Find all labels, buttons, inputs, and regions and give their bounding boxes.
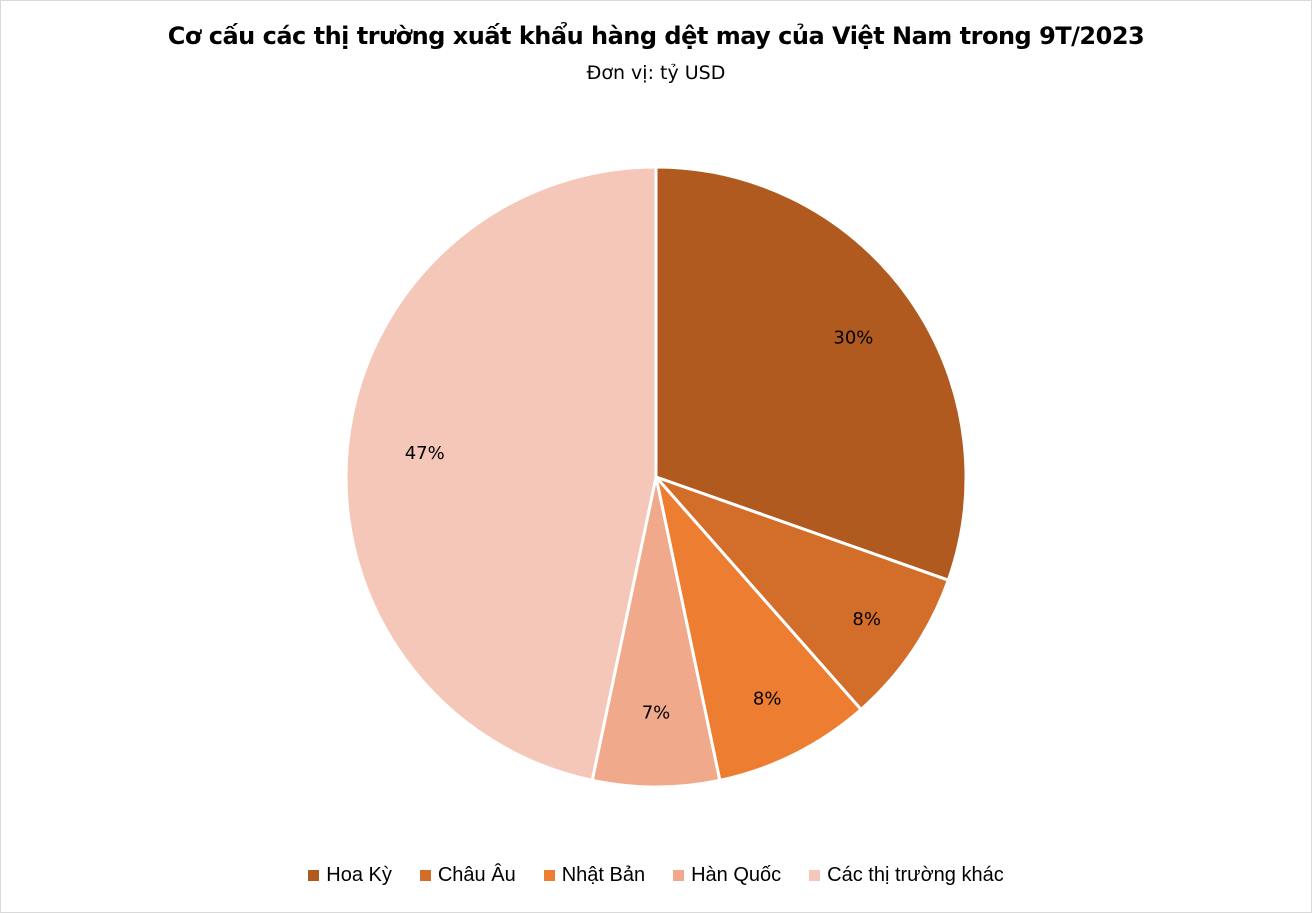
pie-slice-4 bbox=[344, 165, 658, 783]
legend-label: Các thị trường khác bbox=[827, 864, 1004, 886]
legend-label: Hoa Kỳ bbox=[326, 864, 392, 886]
pie-slice-3 bbox=[590, 476, 722, 789]
data-label: 30% bbox=[833, 327, 873, 348]
data-label: 47% bbox=[405, 443, 445, 464]
legend: Hoa Kỳ Châu Âu Nhật Bản Hàn Quốc Các thị… bbox=[0, 864, 1312, 887]
legend-item-nhat-ban: Nhật Bản bbox=[543, 864, 646, 887]
data-label: 7% bbox=[642, 703, 671, 724]
legend-swatch bbox=[809, 870, 821, 881]
legend-label: Hàn Quốc bbox=[691, 864, 782, 886]
legend-item-han-quoc: Hàn Quốc bbox=[673, 864, 781, 887]
legend-label: Nhật Bản bbox=[561, 864, 646, 886]
legend-item-hoa-ky: Hoa Kỳ bbox=[308, 864, 392, 887]
legend-item-chau-au: Châu Âu bbox=[419, 864, 516, 887]
legend-swatch bbox=[419, 870, 431, 881]
legend-label: Châu Âu bbox=[437, 864, 516, 886]
chart-title: Cơ cấu các thị trường xuất khẩu hàng dệt… bbox=[167, 22, 1145, 50]
legend-swatch bbox=[308, 870, 320, 881]
legend-swatch bbox=[673, 870, 685, 881]
legend-swatch bbox=[543, 870, 555, 881]
pie-slice-1 bbox=[651, 473, 951, 712]
legend-item-cac-thi-truong-khac: Các thị trường khác bbox=[809, 864, 1004, 887]
pie-slice-2 bbox=[653, 471, 864, 783]
pie-slice-0 bbox=[654, 165, 968, 583]
chart-subtitle: Đơn vị: tỷ USD bbox=[586, 62, 726, 84]
data-label: 8% bbox=[852, 609, 881, 630]
data-label: 8% bbox=[753, 689, 782, 710]
